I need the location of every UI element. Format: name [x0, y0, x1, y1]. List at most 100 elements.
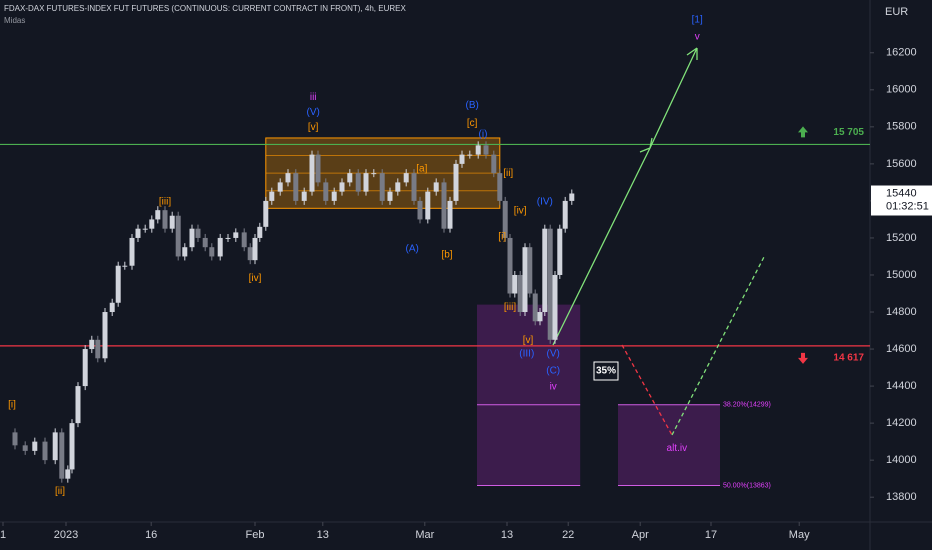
- candle: [483, 145, 489, 155]
- arrow: [671, 254, 766, 436]
- candle: [547, 228, 553, 340]
- wave-label: [iii]: [159, 196, 171, 207]
- wave-label: alt.iv: [667, 443, 688, 454]
- wave-label: [b]: [441, 249, 452, 260]
- candle: [411, 173, 417, 201]
- fib-box: [477, 304, 581, 486]
- candle: [387, 191, 393, 201]
- indicator-name: Midas: [4, 16, 25, 25]
- candle: [257, 226, 263, 238]
- wave-label: (V): [307, 107, 320, 118]
- candle: [491, 154, 497, 174]
- probability: 35%: [596, 366, 616, 377]
- candle: [371, 173, 377, 175]
- candle: [162, 210, 168, 229]
- candle: [425, 191, 431, 220]
- candle: [527, 247, 533, 294]
- y-tick-label: 16200: [886, 47, 917, 59]
- candle: [82, 349, 88, 387]
- x-tick-label: Feb: [246, 529, 265, 541]
- candle: [233, 232, 239, 238]
- wave-label: (A): [406, 243, 419, 254]
- candle: [225, 237, 231, 239]
- candle: [532, 293, 538, 322]
- candle: [441, 182, 447, 229]
- candle: [122, 265, 128, 267]
- candle: [557, 228, 563, 275]
- currency: EUR: [885, 6, 908, 18]
- candle: [379, 173, 385, 201]
- candle: [89, 339, 95, 350]
- candle: [129, 237, 135, 266]
- chart-title: FDAX-DAX FUTURES-INDEX FUT FUTURES (CONT…: [4, 4, 406, 13]
- candle: [323, 182, 329, 201]
- candle: [175, 215, 181, 257]
- candle: [459, 154, 465, 164]
- candle: [209, 247, 215, 257]
- y-tick-label: 14000: [886, 454, 917, 466]
- candle: [217, 237, 223, 257]
- fib-label: 38.20%(14299): [723, 402, 771, 409]
- candle: [562, 200, 568, 229]
- x-tick-label: May: [789, 529, 810, 541]
- level-label: 14 617: [833, 353, 864, 364]
- y-tick-label: 15800: [886, 121, 917, 133]
- wave-label: [iii]: [504, 302, 516, 313]
- candle: [182, 247, 188, 257]
- wave-label: [i]: [8, 399, 16, 410]
- x-tick-label: 17: [705, 529, 717, 541]
- x-tick-label: 13: [501, 529, 513, 541]
- candle: [417, 200, 423, 220]
- y-tick-label: 14400: [886, 380, 917, 392]
- candle: [537, 312, 543, 322]
- wave-label: [a]: [416, 164, 427, 175]
- candle: [277, 182, 283, 192]
- level-label: 15 705: [833, 127, 864, 138]
- candle: [155, 210, 161, 220]
- candle: [59, 432, 65, 479]
- price-badge: [871, 185, 932, 216]
- candle: [269, 191, 275, 201]
- wave-label: [iv]: [514, 206, 527, 217]
- candle: [149, 219, 155, 229]
- level-arrow: [798, 352, 808, 364]
- last-price: 15440: [886, 187, 917, 199]
- wave-label: (i): [479, 129, 488, 140]
- candle: [142, 228, 148, 230]
- wave-label: [c]: [467, 118, 478, 129]
- wave-label: [iv]: [249, 273, 262, 284]
- candle: [339, 182, 345, 192]
- candle: [467, 154, 473, 156]
- candle: [347, 173, 353, 183]
- candle: [507, 237, 513, 294]
- wave-label: [v]: [308, 122, 319, 133]
- level-arrow: [798, 126, 808, 138]
- candle: [522, 247, 528, 313]
- candle: [552, 274, 558, 340]
- candle: [285, 173, 291, 183]
- candle: [315, 154, 321, 183]
- candle: [189, 228, 195, 248]
- y-tick-label: 14800: [886, 306, 917, 318]
- y-tick-label: 14600: [886, 343, 917, 355]
- candle: [95, 339, 101, 359]
- candle: [42, 441, 48, 461]
- y-tick-label: 15000: [886, 269, 917, 281]
- wave-label: v: [695, 31, 700, 42]
- wave-label: [ii]: [55, 486, 65, 497]
- candle: [453, 163, 459, 201]
- candle: [241, 232, 247, 248]
- candle: [65, 469, 71, 479]
- candle: [247, 247, 253, 261]
- x-tick-label: 22: [562, 529, 574, 541]
- wave-label: (B): [466, 100, 479, 111]
- y-tick-label: 13800: [886, 491, 917, 503]
- candle: [22, 445, 28, 451]
- fib-label: 50.00%(13863): [723, 482, 771, 489]
- candle: [331, 191, 337, 201]
- candle: [517, 274, 523, 313]
- candle: [475, 145, 481, 155]
- candle: [293, 173, 299, 201]
- candle: [12, 432, 18, 446]
